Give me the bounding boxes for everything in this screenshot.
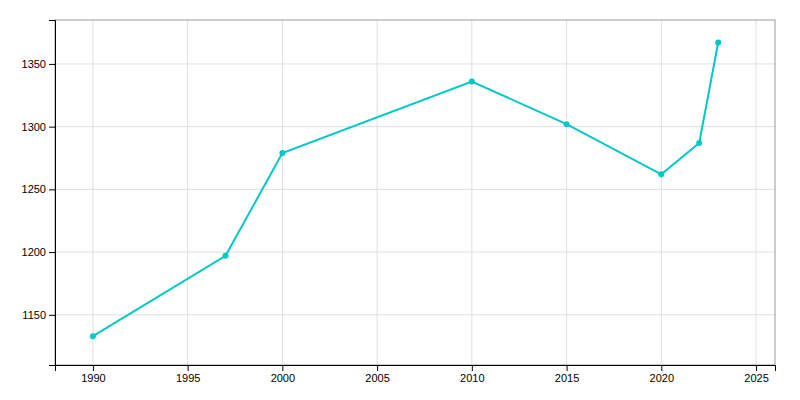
grid-line-x	[471, 20, 472, 365]
grid-line-y	[55, 126, 775, 127]
x-tick-label: 2015	[555, 372, 579, 384]
y-tick-mark	[49, 189, 55, 190]
point	[715, 40, 721, 46]
x-tick: 2000	[271, 365, 295, 384]
point	[279, 150, 285, 156]
x-tick: 2025	[744, 365, 768, 384]
y-tick-label: 1150	[22, 309, 46, 321]
grid-line-x	[661, 20, 662, 365]
grid-line-y	[55, 63, 775, 64]
x-tick: 2015	[555, 365, 579, 384]
point	[223, 253, 229, 259]
y-tick: 1350	[22, 58, 55, 70]
point	[564, 121, 570, 127]
x-tick-mark	[377, 365, 378, 371]
y-tick-mark	[49, 252, 55, 253]
y-tick: 1150	[22, 309, 55, 321]
x-axis-line	[56, 366, 776, 372]
marks	[90, 40, 721, 340]
grid-line-x	[756, 20, 757, 365]
grid-line-x	[377, 20, 378, 365]
x-tick: 1990	[81, 365, 105, 384]
y-tick: 1300	[22, 121, 55, 133]
x-tick-mark	[756, 365, 757, 371]
x-tick-label: 2005	[365, 372, 389, 384]
point	[696, 140, 702, 146]
point	[90, 333, 96, 339]
point	[469, 78, 475, 84]
y-tick: 1250	[22, 183, 55, 195]
y-tick-label: 1200	[22, 246, 46, 258]
x-tick-label: 2020	[650, 372, 674, 384]
line	[93, 43, 718, 337]
grid-line-x	[187, 20, 188, 365]
y-tick-mark	[49, 315, 55, 316]
grid-line-x	[92, 20, 93, 365]
x-tick-mark	[93, 365, 94, 371]
grid-line-y	[55, 252, 775, 253]
x-tick-label: 2025	[744, 372, 768, 384]
x-tick-mark	[567, 365, 568, 371]
x-tick-label: 2000	[271, 372, 295, 384]
x-tick: 2020	[650, 365, 674, 384]
x-tick-mark	[188, 365, 189, 371]
y-tick-label: 1350	[22, 58, 46, 70]
y-tick-label: 1250	[22, 183, 46, 195]
x-tick-mark	[472, 365, 473, 371]
x-tick-mark	[661, 365, 662, 371]
grid-line-x	[282, 20, 283, 365]
chart: 1990 1995 2000 2005 2010 2015 2020 2025 1150 1200…	[0, 0, 800, 400]
x-tick-mark	[282, 365, 283, 371]
x-tick-label: 2010	[460, 372, 484, 384]
grid-line-x	[566, 20, 567, 365]
point	[658, 171, 664, 177]
x-tick: 2010	[460, 365, 484, 384]
plot: 1990 1995 2000 2005 2010 2015 2020 2025 1150 1200…	[22, 20, 776, 384]
grid-line-y	[55, 189, 775, 190]
y-tick-label: 1300	[22, 121, 46, 133]
y-tick-mark	[49, 127, 55, 128]
y-axis-line	[49, 21, 56, 366]
x-tick: 2005	[365, 365, 389, 384]
y-tick: 1200	[22, 246, 55, 258]
plot-frame	[55, 20, 775, 365]
x-tick: 1995	[176, 365, 200, 384]
y-axis: 1150 1200 1250 1300 1350	[22, 21, 56, 366]
y-tick-mark	[49, 64, 55, 65]
x-tick-label: 1995	[176, 372, 200, 384]
x-axis: 1990 1995 2000 2005 2010 2015 2020 2025	[56, 365, 776, 384]
x-tick-label: 1990	[81, 372, 105, 384]
grid	[55, 20, 775, 365]
grid-line-y	[55, 314, 775, 315]
